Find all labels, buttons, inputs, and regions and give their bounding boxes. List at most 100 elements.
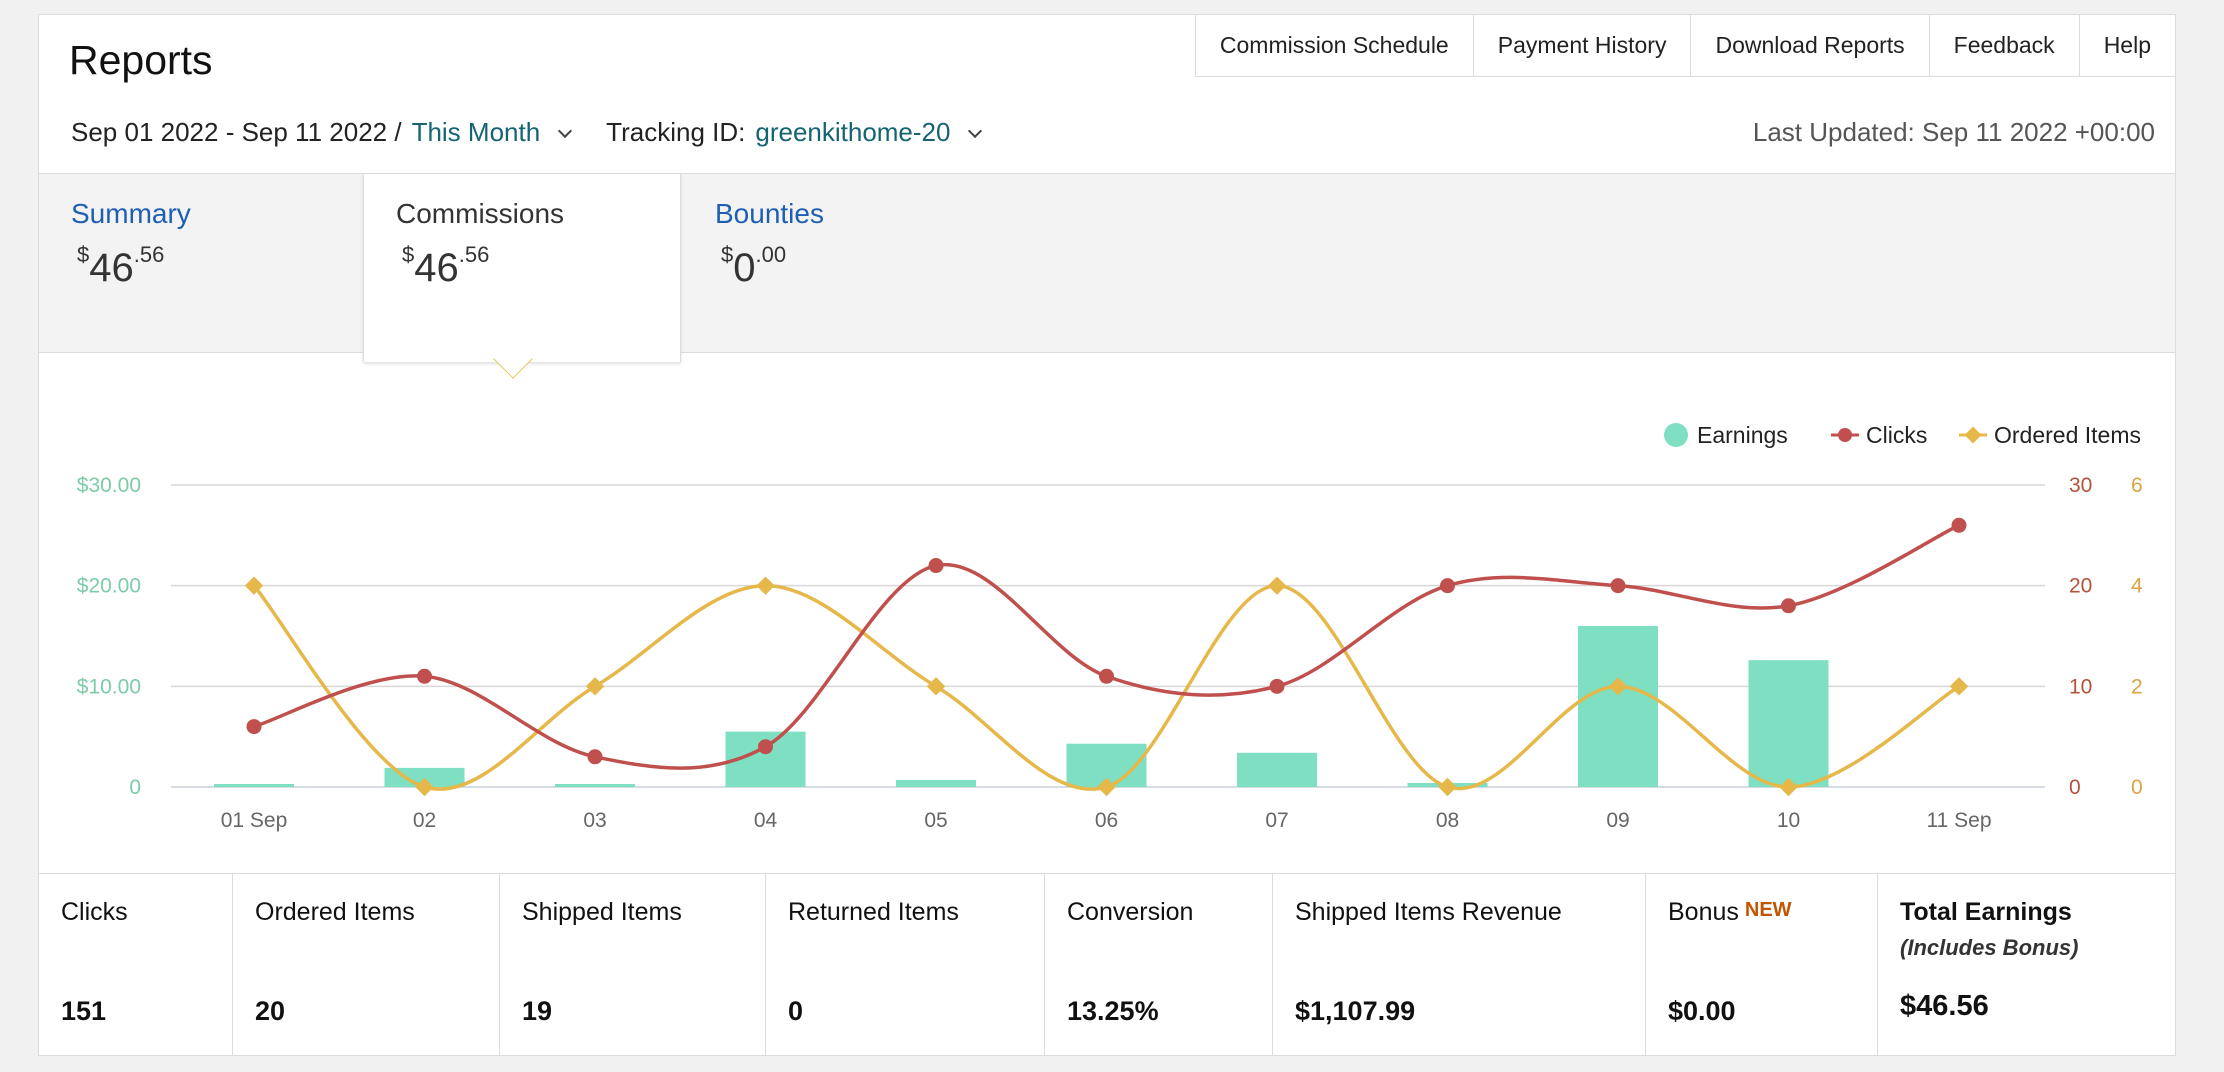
stat-value: 19 [522, 996, 553, 1026]
ordered-items-point [1267, 576, 1287, 595]
stat-total-earnings: Total Earnings (Includes Bonus) $46.56 [1878, 874, 2175, 1056]
new-badge: NEW [1744, 899, 1792, 921]
stat-label: Shipped Items Revenue [1295, 898, 1562, 926]
ordered-items-point [1438, 777, 1457, 797]
chevron-down-icon[interactable] [558, 123, 573, 138]
clicks-line [253, 523, 1960, 770]
amount-whole: 46 [414, 246, 459, 290]
stat-label: Ordered Items [255, 898, 415, 926]
earnings-bar [384, 767, 465, 787]
ordered-items-point [244, 576, 264, 595]
x-tick-label: 06 [1095, 809, 1118, 832]
clicks-point [417, 668, 432, 684]
stat-value: 13.25% [1067, 996, 1159, 1026]
amount-cents: .00 [755, 242, 787, 267]
tab-label: Summary [71, 198, 191, 229]
y-right2-tick-label: 0 [2131, 776, 2143, 799]
last-updated: Last Updated: Sep 11 2022 +00:00 [1752, 117, 2155, 147]
tab-label: Bounties [715, 198, 824, 229]
commissions-amount: $46.56 [396, 242, 680, 291]
stat-conversion: Conversion 13.25% [1045, 874, 1273, 1056]
stat-label: Returned Items [788, 898, 959, 926]
stat-label: Conversion [1067, 898, 1194, 926]
legend-ordered-label: Ordered Items [1994, 422, 2141, 448]
amount-whole: 46 [89, 246, 134, 290]
tab-commissions[interactable]: Commissions $46.56 [363, 174, 681, 362]
tabs-strip: Summary $46.56 Commissions $46.56 Bounti… [39, 173, 2175, 362]
earnings-bar [1578, 625, 1658, 787]
page-title: Reports [69, 37, 213, 83]
y-left-tick-label: $20.00 [77, 575, 141, 598]
x-tick-label: 09 [1606, 809, 1629, 832]
earnings-bar [1237, 752, 1317, 787]
ordered-items-point [756, 576, 775, 595]
legend-earnings-label: Earnings [1697, 422, 1788, 448]
y-right2-tick-label: 6 [2131, 474, 2143, 497]
currency-symbol: $ [721, 242, 734, 267]
stat-clicks: Clicks 151 [39, 874, 233, 1056]
legend-ordered-icon [1964, 426, 1982, 444]
amount-cents: .56 [458, 242, 490, 267]
period-dropdown[interactable]: This Month [411, 117, 541, 147]
stat-shipped-items-revenue: Shipped Items Revenue $1,107.99 [1273, 874, 1646, 1056]
ordered-items-point [926, 677, 946, 696]
stat-value: $1,107.99 [1295, 996, 1416, 1026]
stat-label: Total Earnings [1900, 898, 2072, 926]
x-tick-label: 05 [924, 809, 947, 832]
clicks-point [1440, 578, 1455, 594]
tab-bounties[interactable]: Bounties $0.00 [683, 174, 1001, 354]
help-button[interactable]: Help [2103, 32, 2151, 58]
clicks-point [1781, 598, 1796, 614]
stat-bonus: Bonus NEW $0.00 [1646, 874, 1878, 1056]
stat-value: 151 [61, 996, 107, 1026]
stat-label: Clicks [61, 898, 128, 926]
tracking-id-dropdown[interactable]: greenkithome-20 [755, 117, 951, 147]
earnings-bar [555, 783, 635, 787]
stat-shipped-items: Shipped Items 19 [500, 874, 766, 1056]
x-tick-label: 08 [1436, 809, 1459, 832]
y-right-tick-label: 10 [2069, 675, 2092, 698]
chevron-down-icon[interactable] [968, 123, 983, 138]
currency-symbol: $ [77, 242, 90, 267]
earnings-bar [896, 779, 976, 787]
x-tick-label: 01 Sep [221, 809, 288, 832]
legend-earnings-icon [1664, 423, 1688, 447]
top-nav: Commission Schedule Payment History Down… [1194, 15, 2175, 77]
reports-panel: Reports Commission Schedule Payment Hist… [38, 14, 2176, 1056]
bounties-amount: $0.00 [715, 242, 1001, 291]
ordered-items-point [415, 777, 434, 797]
download-reports-button[interactable]: Download Reports [1691, 15, 1930, 76]
filter-row: Sep 01 2022 - Sep 11 2022 / This Month T… [71, 117, 983, 148]
clicks-point [1610, 578, 1626, 594]
y-right-tick-label: 20 [2069, 575, 2092, 598]
payment-history-button[interactable]: Payment History [1474, 15, 1692, 76]
stats-row: Clicks 151 Ordered Items 20 Shipped Item… [39, 873, 2175, 1056]
earnings-bar [1748, 660, 1829, 787]
stat-label: Bonus NEW [1668, 898, 1877, 927]
ordered-items-line [252, 583, 1960, 791]
clicks-point [1951, 517, 1967, 533]
clicks-point [587, 749, 603, 765]
tab-summary[interactable]: Summary $46.56 [39, 174, 357, 354]
amount-whole: 0 [733, 246, 756, 290]
feedback-button[interactable]: Feedback [1930, 15, 2080, 76]
clicks-point [246, 719, 262, 735]
stat-label: Shipped Items [522, 898, 682, 926]
stat-value: $0.00 [1668, 996, 1736, 1026]
clicks-point [758, 739, 773, 755]
summary-amount: $46.56 [71, 242, 357, 291]
y-right-tick-label: 0 [2069, 776, 2081, 799]
tracking-id-label: Tracking ID: [606, 117, 746, 147]
stat-sub-label: (Includes Bonus) [1900, 935, 2079, 960]
x-tick-label: 04 [754, 809, 778, 832]
x-tick-label: 10 [1777, 809, 1800, 832]
x-tick-label: 03 [583, 809, 606, 832]
x-tick-label: 02 [413, 809, 436, 832]
tab-label: Commissions [396, 198, 565, 229]
stat-value: $46.56 [1900, 990, 1989, 1022]
commission-schedule-button[interactable]: Commission Schedule [1196, 15, 1474, 76]
y-left-tick-label: $30.00 [77, 474, 141, 497]
legend-clicks-icon [1838, 428, 1852, 442]
ordered-items-point [585, 677, 605, 696]
